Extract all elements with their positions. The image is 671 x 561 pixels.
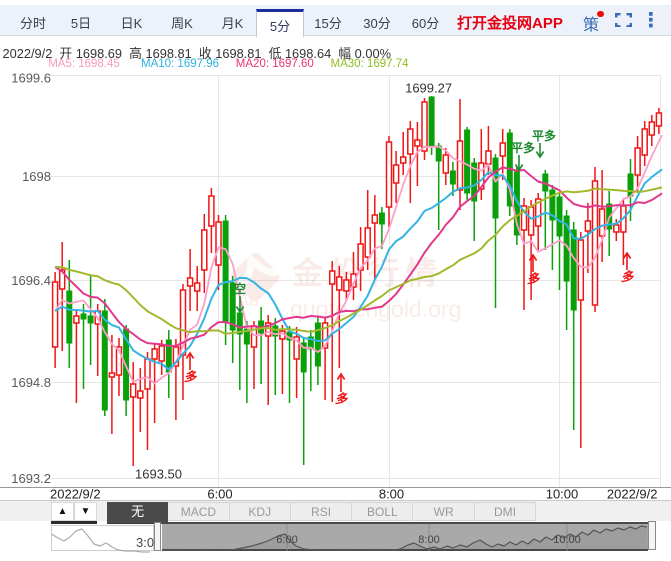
svg-text:6:00: 6:00 <box>207 487 232 502</box>
svg-text:空: 空 <box>234 281 246 296</box>
svg-text:8:00: 8:00 <box>379 487 404 502</box>
svg-text:1699.27: 1699.27 <box>405 81 452 96</box>
svg-text:10:00: 10:00 <box>546 487 579 502</box>
svg-text:金投行情: 金投行情 <box>291 256 444 291</box>
svg-text:2022/9/2: 2022/9/2 <box>607 487 658 502</box>
svg-text:多: 多 <box>527 272 541 286</box>
svg-text:多: 多 <box>621 270 635 284</box>
svg-text:多: 多 <box>184 370 198 384</box>
svg-text:平多: 平多 <box>511 140 535 155</box>
svg-text:1696.4: 1696.4 <box>11 273 51 288</box>
svg-text:1693.2: 1693.2 <box>11 471 51 486</box>
svg-text:Au: Au <box>238 291 259 310</box>
svg-text:平多: 平多 <box>532 128 556 143</box>
svg-text:多: 多 <box>335 392 349 406</box>
svg-text:1694.8: 1694.8 <box>11 375 51 390</box>
svg-text:1699.6: 1699.6 <box>11 71 51 86</box>
svg-text:1693.50: 1693.50 <box>135 467 182 482</box>
svg-text:1698: 1698 <box>22 169 51 184</box>
svg-text:2022/9/2: 2022/9/2 <box>50 487 101 502</box>
